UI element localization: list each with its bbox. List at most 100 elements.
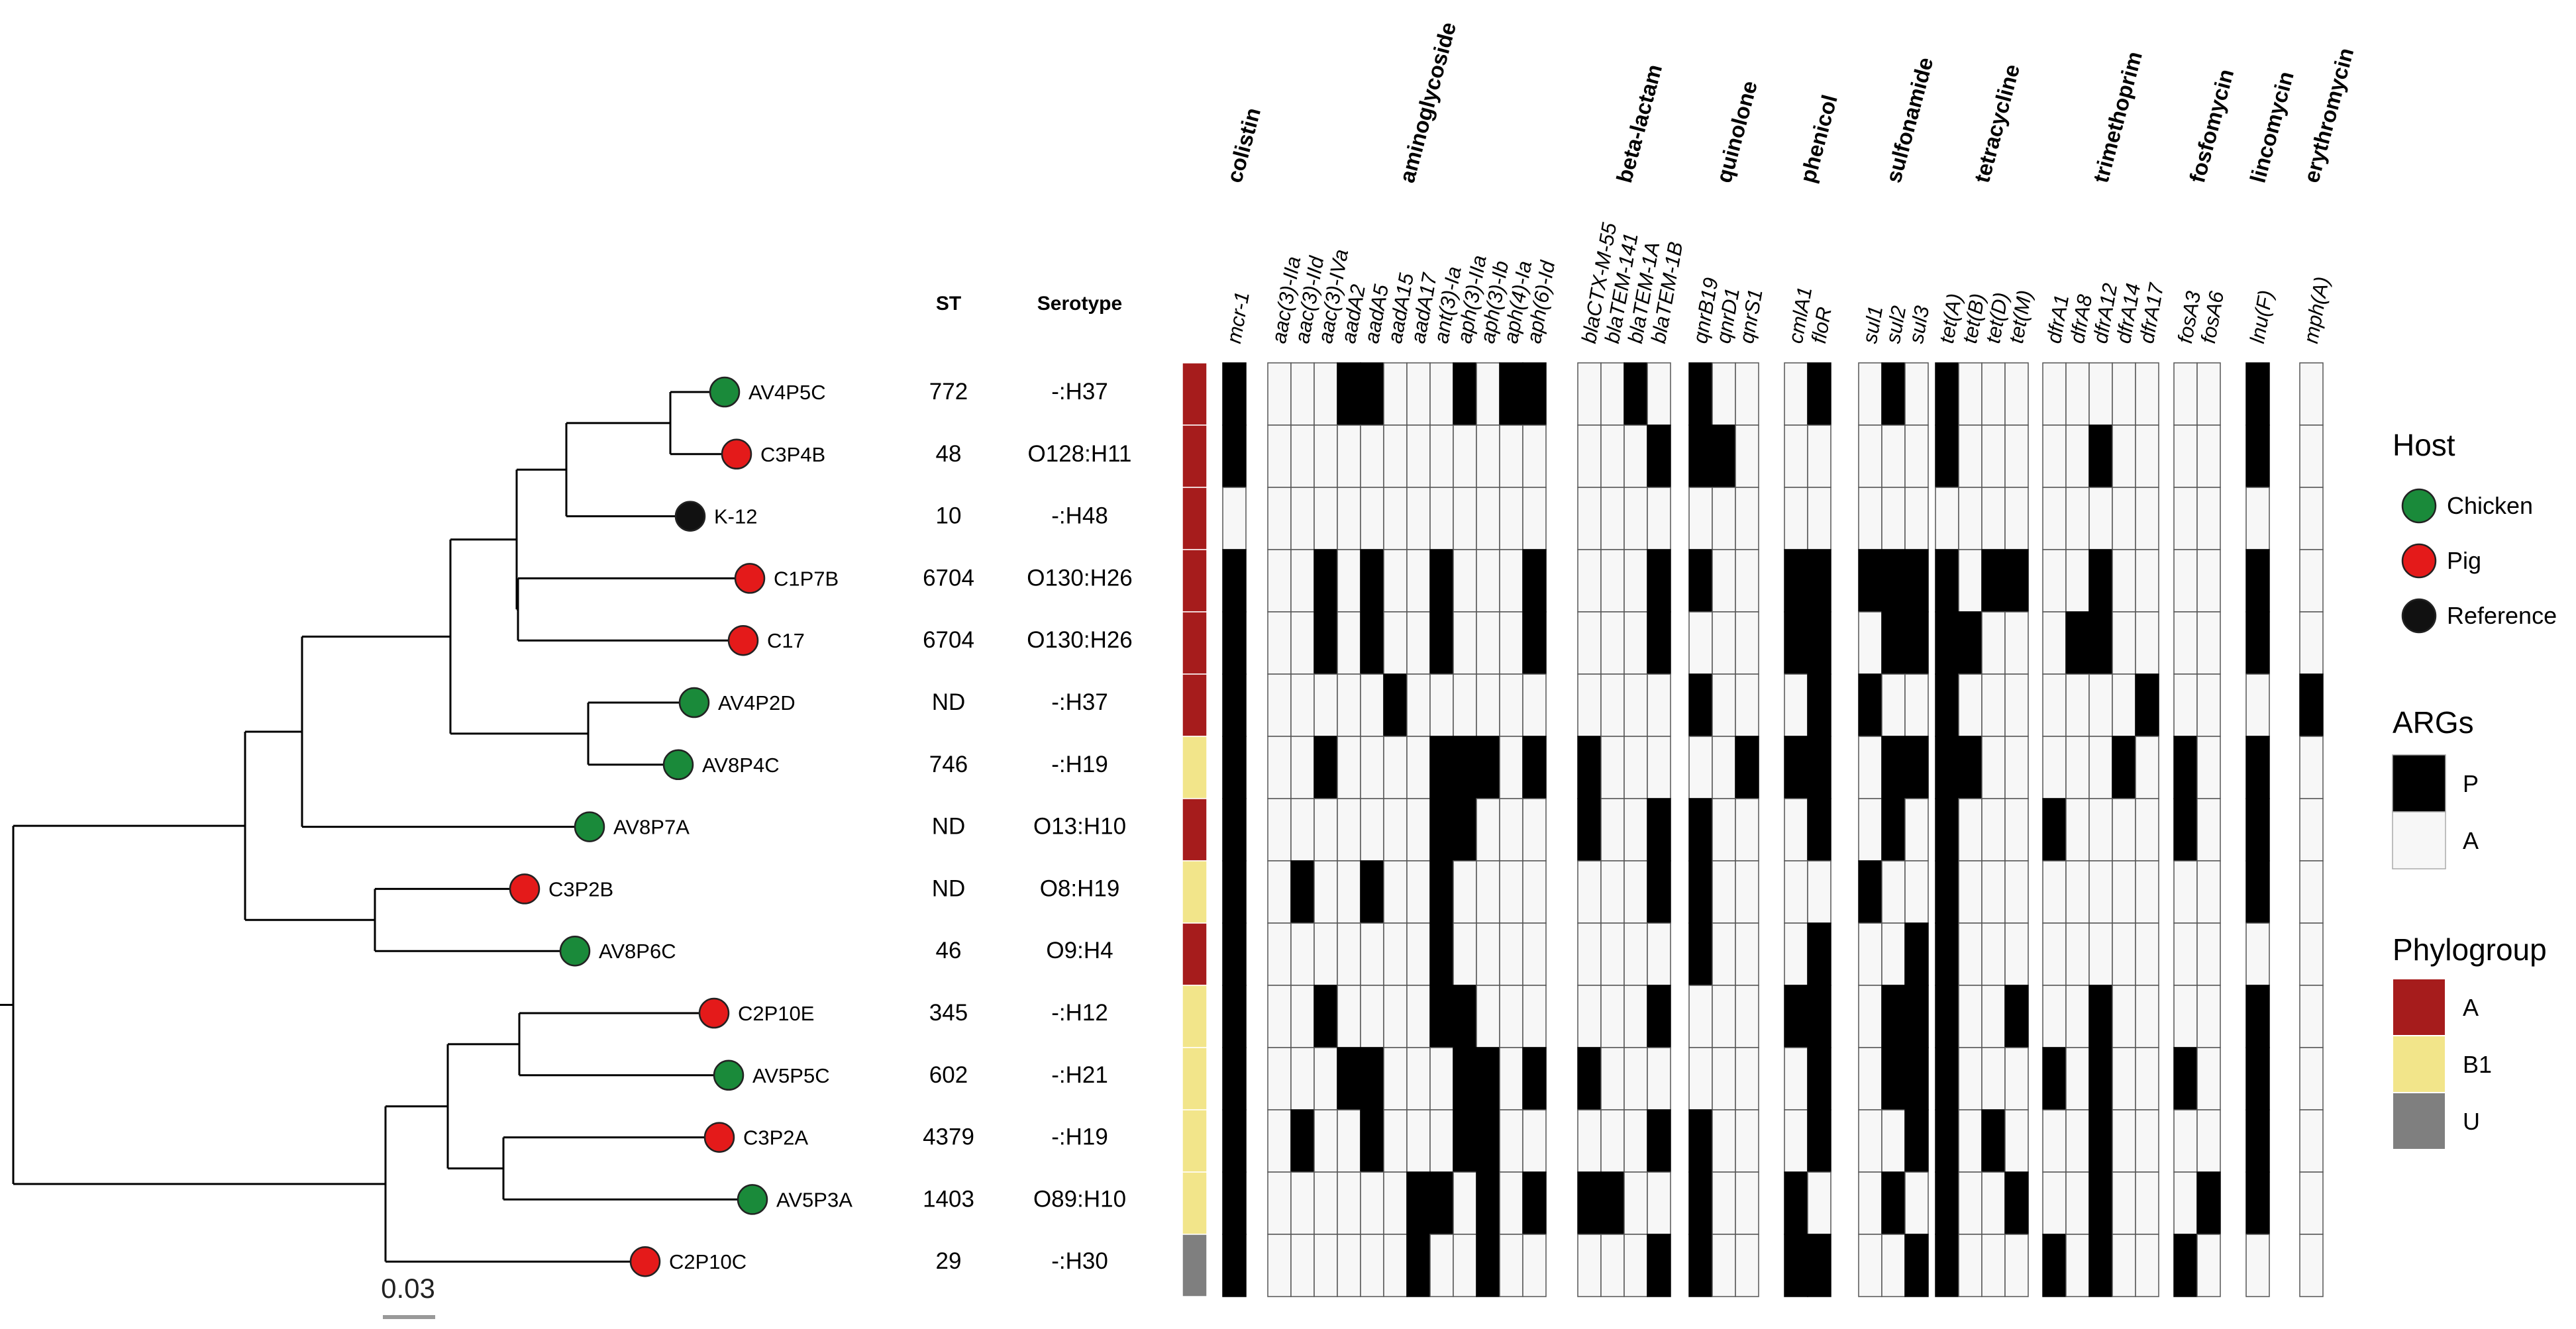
arg-cell-absent bbox=[2065, 424, 2090, 488]
arg-cell-present bbox=[1222, 362, 1247, 426]
tip-marker-pig bbox=[734, 563, 766, 594]
arg-cell-present bbox=[1688, 922, 1713, 986]
arg-cell-absent bbox=[2135, 1234, 2159, 1297]
arg-cell-absent bbox=[1267, 424, 1292, 488]
arg-cell-present bbox=[1429, 860, 1454, 924]
arg-cell-absent bbox=[1881, 1109, 1906, 1173]
serotype-value: -:H30 bbox=[1051, 1248, 1108, 1274]
tip-marker-pig bbox=[629, 1246, 661, 1277]
arg-cell-present bbox=[1807, 736, 1831, 799]
arg-cell-absent bbox=[1290, 549, 1315, 613]
arg-cell-absent bbox=[1735, 985, 1759, 1048]
arg-cell-absent bbox=[1712, 922, 1736, 986]
phylogroup-cell-a bbox=[1182, 673, 1208, 737]
gene-label: lnu(F) bbox=[2245, 288, 2278, 345]
tip-marker-chicken bbox=[709, 376, 741, 408]
arg-cell-absent bbox=[1499, 549, 1523, 613]
tip-marker-pig bbox=[698, 997, 730, 1029]
arg-cell-present bbox=[2004, 985, 2029, 1048]
arg-cell-absent bbox=[1337, 1234, 1361, 1297]
arg-cell-absent bbox=[1383, 611, 1408, 675]
arg-cell-present bbox=[1222, 1234, 1247, 1297]
arg-cell-absent bbox=[1600, 798, 1625, 861]
arg-cell-absent bbox=[1337, 922, 1361, 986]
arg-cell-absent bbox=[1981, 798, 2006, 861]
arg-cell-absent bbox=[1290, 424, 1315, 488]
arg-cell-absent bbox=[1267, 985, 1292, 1048]
arg-cell-absent bbox=[1623, 798, 1648, 861]
arg-cell-absent bbox=[2004, 736, 2029, 799]
arg-cell-present bbox=[1453, 985, 1477, 1048]
arg-cell-absent bbox=[2065, 549, 2090, 613]
arg-cell-present bbox=[1735, 736, 1759, 799]
arg-cell-absent bbox=[2173, 1109, 2198, 1173]
arg-cell-absent bbox=[1600, 424, 1625, 488]
arg-cell-present bbox=[2088, 1171, 2113, 1235]
arg-cell-absent bbox=[1858, 1047, 1882, 1110]
arg-cell-absent bbox=[1600, 985, 1625, 1048]
serotype-column: -:H37 O128:H11 -:H48 O130:H26 O130:H26 -:H37 -… bbox=[1027, 379, 1133, 1274]
arg-cell-present bbox=[1360, 860, 1384, 924]
arg-cell-absent bbox=[2299, 1109, 2324, 1173]
arg-cell-absent bbox=[1290, 798, 1315, 861]
phylogroup-cell-b1 bbox=[1182, 1047, 1208, 1110]
isolate-label: C3P4B bbox=[760, 443, 825, 466]
arg-cell-present bbox=[1881, 362, 1906, 426]
arg-cell-present bbox=[1522, 1171, 1547, 1235]
arg-cell-absent bbox=[1522, 860, 1547, 924]
arg-cell-absent bbox=[1712, 487, 1736, 550]
arg-cell-absent bbox=[1577, 1109, 1602, 1173]
arg-cell-absent bbox=[1647, 736, 1671, 799]
arg-cell-absent bbox=[1712, 549, 1736, 613]
arg-cell-absent bbox=[1499, 1109, 1523, 1173]
st-column: 772 48 10 6704 6704 ND 746 ND ND 46 345 602 4379 1403… bbox=[923, 379, 974, 1274]
arg-cell-absent bbox=[1735, 1234, 1759, 1297]
arg-cell-absent bbox=[2173, 362, 2198, 426]
arg-cell-present bbox=[2173, 798, 2198, 861]
arg-cell-absent bbox=[1600, 1234, 1625, 1297]
arg-cell-present bbox=[1881, 549, 1906, 613]
arg-cell-absent bbox=[2173, 1171, 2198, 1235]
arg-cell-absent bbox=[1522, 487, 1547, 550]
arg-cell-absent bbox=[1881, 673, 1906, 737]
arg-cell-present bbox=[1647, 1109, 1671, 1173]
arg-cell-absent bbox=[2299, 611, 2324, 675]
arg-cell-absent bbox=[1577, 611, 1602, 675]
arg-cell-present bbox=[1958, 736, 1983, 799]
arg-cell-absent bbox=[1499, 860, 1523, 924]
arg-cell-absent bbox=[2299, 1047, 2324, 1110]
arg-cell-absent bbox=[1735, 798, 1759, 861]
arg-cell-absent bbox=[1290, 673, 1315, 737]
arg-cell-absent bbox=[2173, 922, 2198, 986]
isolate-label: AV5P5C bbox=[752, 1064, 830, 1087]
arg-cell-absent bbox=[1499, 798, 1523, 861]
arg-cell-absent bbox=[2135, 1171, 2159, 1235]
arg-cell-absent bbox=[2135, 362, 2159, 426]
arg-cell-absent bbox=[1383, 922, 1408, 986]
arg-cell-absent bbox=[1712, 1047, 1736, 1110]
arg-cell-absent bbox=[1429, 673, 1454, 737]
arg-cell-absent bbox=[1858, 985, 1882, 1048]
arg-cell-absent bbox=[2065, 1171, 2090, 1235]
arg-cell-absent bbox=[1904, 798, 1929, 861]
arg-cell-absent bbox=[1406, 985, 1431, 1048]
arg-cell-absent bbox=[1858, 922, 1882, 986]
arg-cell-absent bbox=[2004, 798, 2029, 861]
arg-cell-absent bbox=[1623, 736, 1648, 799]
arg-cell-absent bbox=[1784, 673, 1808, 737]
arg-cell-absent bbox=[1406, 611, 1431, 675]
arg-cell-absent bbox=[2042, 673, 2067, 737]
st-value: 746 bbox=[929, 752, 968, 777]
arg-cell-absent bbox=[2196, 922, 2221, 986]
arg-cell-present bbox=[2245, 611, 2270, 675]
drug-class-sulfonamide: sulfonamide bbox=[1881, 54, 1938, 185]
arg-cell-absent bbox=[1337, 1171, 1361, 1235]
tip-marker-reference bbox=[674, 501, 706, 532]
arg-cell-absent bbox=[1712, 1171, 1736, 1235]
arg-cell-present bbox=[1453, 362, 1477, 426]
arg-cell-absent bbox=[1623, 549, 1648, 613]
arg-cell-absent bbox=[2112, 549, 2136, 613]
arg-cell-present bbox=[2135, 673, 2159, 737]
arg-cell-absent bbox=[1577, 673, 1602, 737]
arg-cell-absent bbox=[1623, 985, 1648, 1048]
